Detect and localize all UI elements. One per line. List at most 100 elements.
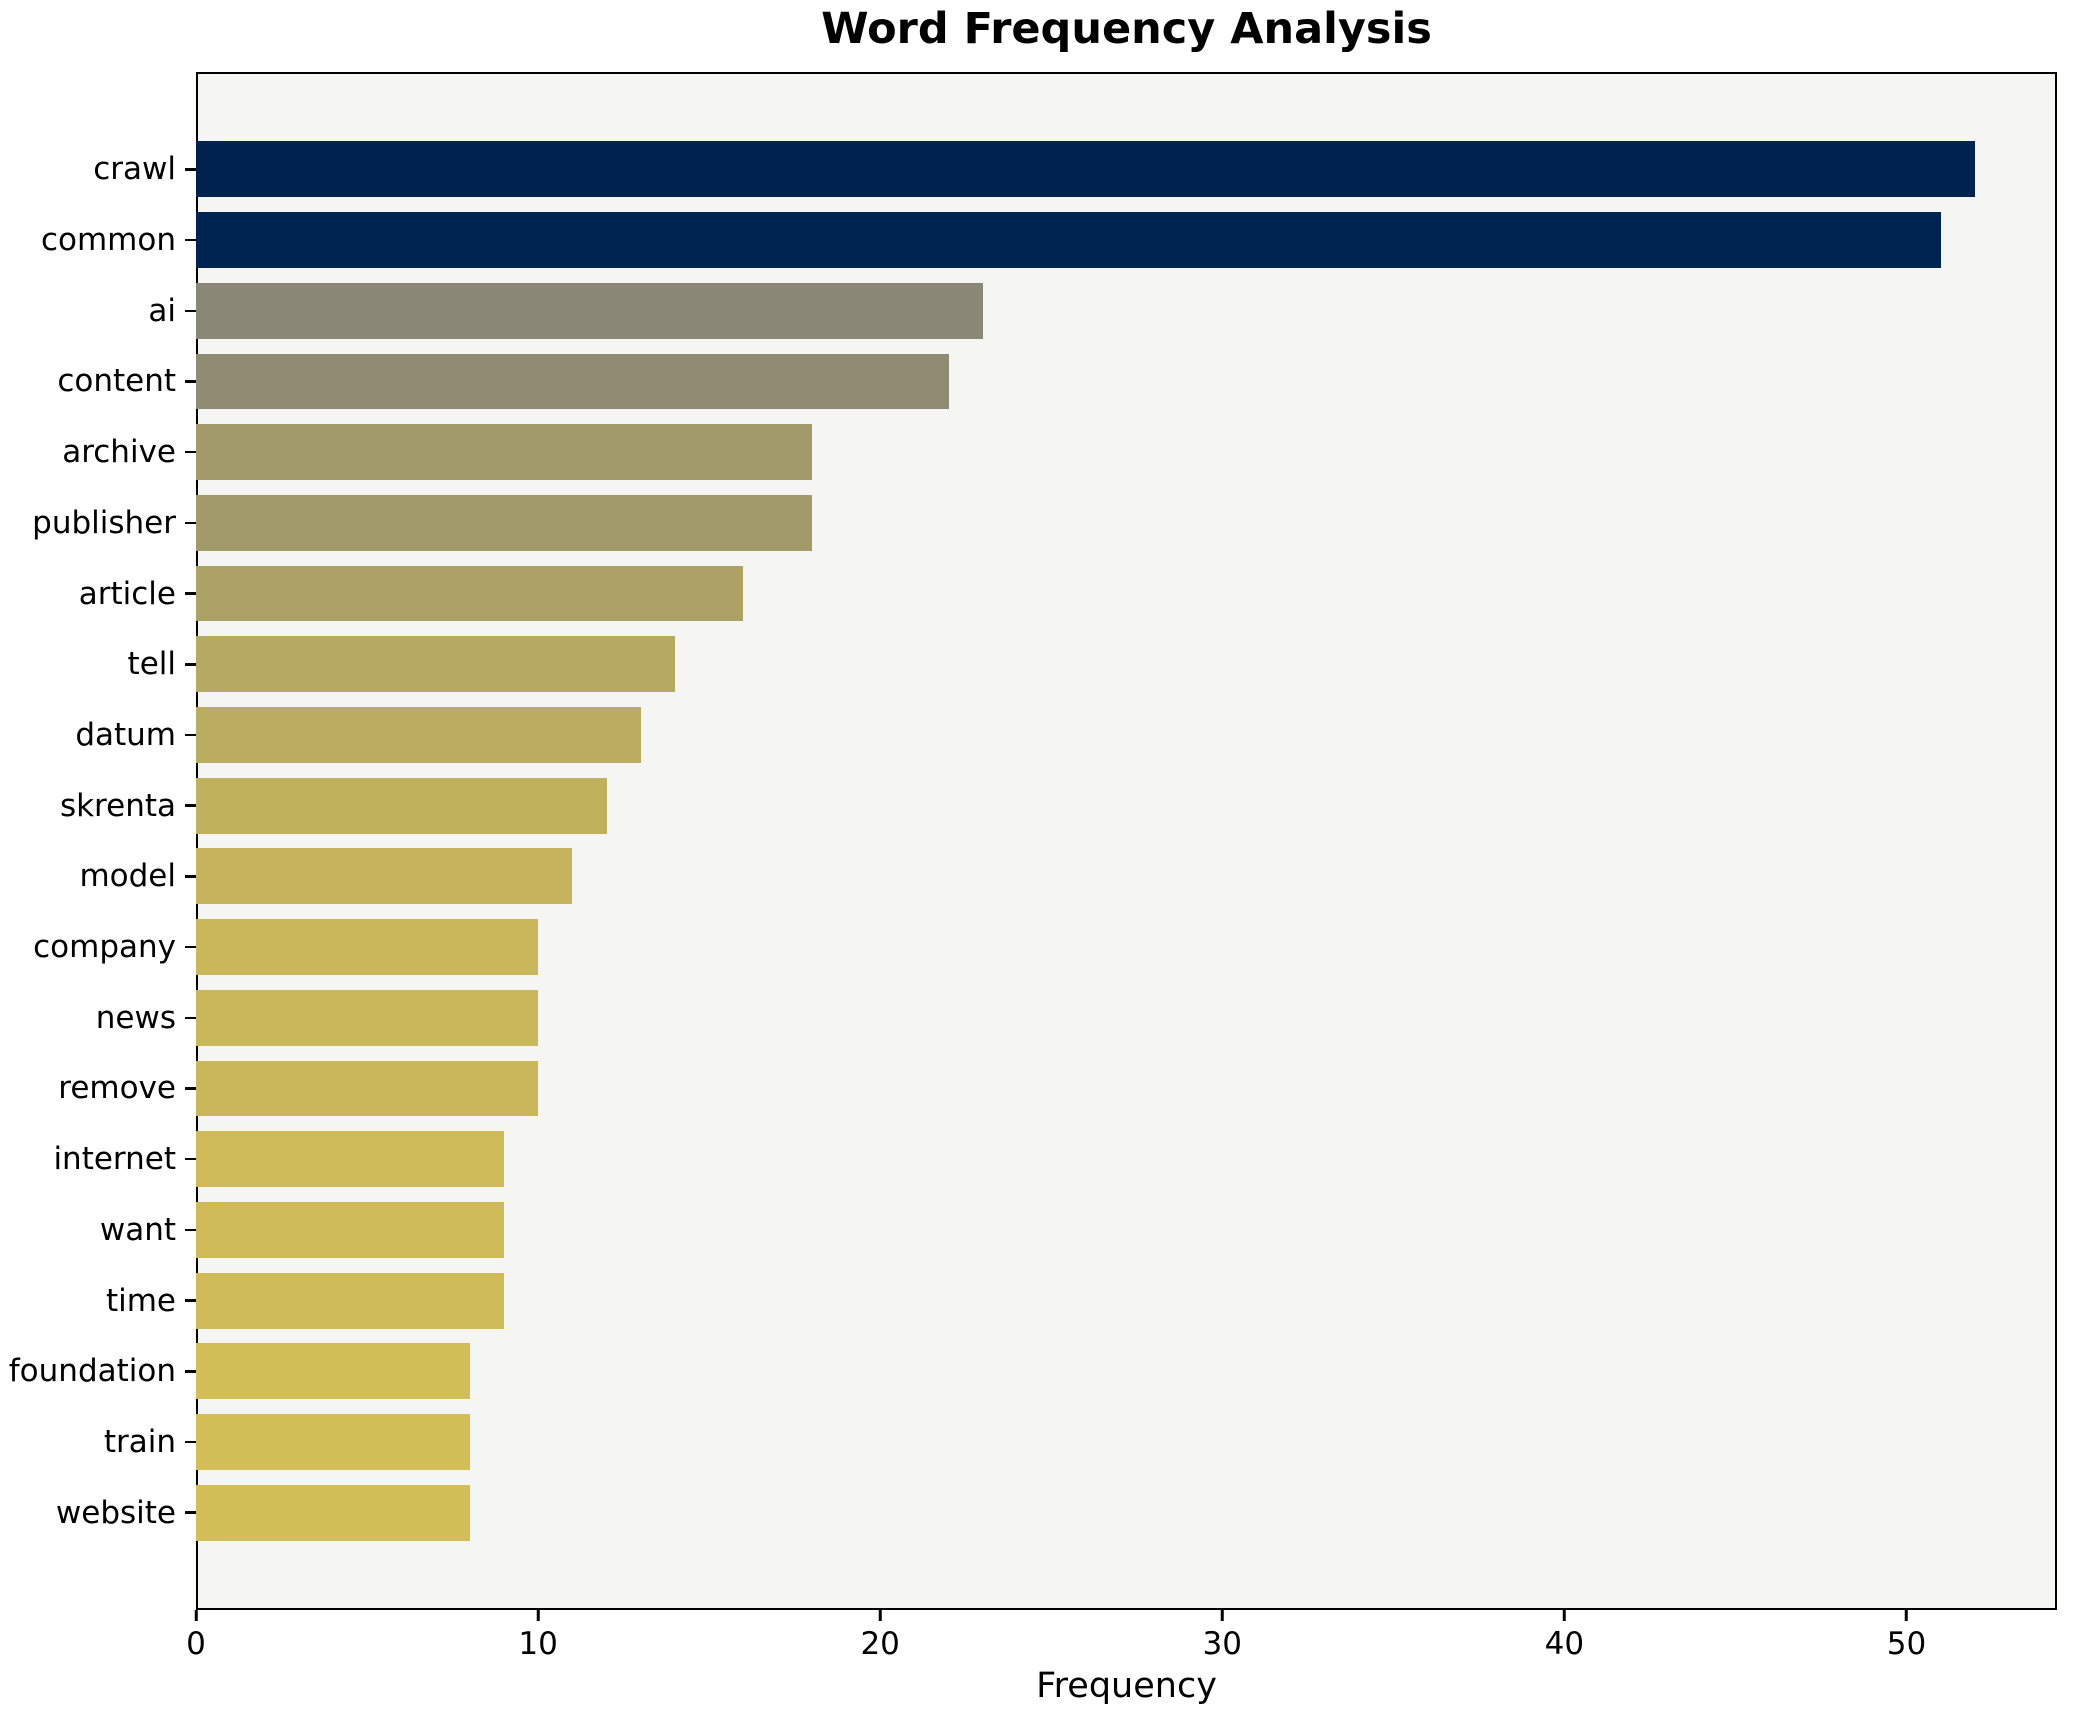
- y-tick-label: skrenta: [59, 787, 176, 824]
- bar-ai: [196, 282, 983, 339]
- y-tick-mark: [185, 1370, 196, 1373]
- x-tick-label: 30: [1202, 1626, 1243, 1662]
- x-tick-label: 20: [860, 1626, 900, 1662]
- y-label-row-tell: tell: [0, 629, 196, 700]
- y-tick-mark: [185, 238, 196, 242]
- y-label-row-article: article: [0, 558, 196, 629]
- y-label-row-train: train: [0, 1407, 196, 1478]
- y-label-row-website: website: [0, 1477, 196, 1548]
- bar-row-crawl: [196, 134, 2057, 205]
- bar-row-company: [196, 912, 2057, 983]
- y-tick-label: model: [79, 858, 176, 895]
- y-tick-label: datum: [75, 716, 176, 753]
- bar-row-ai: [196, 275, 2057, 346]
- y-tick-label: internet: [53, 1141, 176, 1178]
- y-label-row-datum: datum: [0, 700, 196, 771]
- bar-news: [196, 989, 539, 1046]
- y-tick-mark: [185, 1016, 196, 1020]
- y-tick-mark: [185, 1228, 196, 1232]
- x-tick-mark: [1221, 1610, 1224, 1621]
- y-label-row-skrenta: skrenta: [0, 770, 196, 841]
- bar-row-train: [196, 1407, 2057, 1478]
- y-label-row-internet: internet: [0, 1124, 196, 1195]
- x-tick-mark: [1905, 1610, 1908, 1621]
- bar-row-want: [196, 1195, 2057, 1266]
- bar-company: [196, 919, 539, 975]
- bar-row-model: [196, 841, 2057, 912]
- bar-row-news: [196, 982, 2057, 1053]
- x-axis-ticks: 0 10 20 30 40 50: [186, 1610, 2057, 1680]
- bar-row-content: [196, 346, 2057, 417]
- y-tick-label: crawl: [93, 151, 176, 188]
- x-tick-label: 0: [186, 1626, 206, 1662]
- y-label-row-publisher: publisher: [0, 488, 196, 559]
- bar-row-remove: [196, 1053, 2057, 1124]
- bar-row-foundation: [196, 1336, 2057, 1407]
- bar-row-time: [196, 1265, 2057, 1336]
- y-tick-label: want: [99, 1211, 176, 1248]
- y-tick-label: archive: [62, 434, 176, 471]
- y-tick-mark: [185, 168, 196, 171]
- x-tick-label: 10: [518, 1626, 558, 1662]
- y-tick-label: ai: [148, 292, 176, 329]
- y-tick-label: website: [55, 1494, 176, 1531]
- y-tick-label: publisher: [32, 504, 176, 541]
- bar-internet: [196, 1131, 504, 1188]
- y-tick-label: remove: [58, 1070, 176, 1107]
- x-tick-mark: [194, 1610, 198, 1621]
- bar-row-website: [196, 1477, 2057, 1548]
- chart-title: Word Frequency Analysis: [821, 4, 1432, 54]
- bars-region: [196, 134, 2057, 1548]
- bar-content: [196, 353, 949, 410]
- y-tick-label: content: [57, 363, 176, 400]
- y-label-row-model: model: [0, 841, 196, 912]
- bar-want: [196, 1201, 504, 1258]
- y-tick-mark: [185, 1511, 196, 1514]
- bar-model: [196, 848, 573, 905]
- y-tick-label: company: [33, 929, 176, 966]
- y-tick-label: tell: [127, 646, 176, 683]
- y-axis-labels: crawl common ai content archive publisher arti…: [0, 134, 196, 1548]
- bar-archive: [196, 424, 812, 481]
- bar-skrenta: [196, 777, 607, 834]
- bar-publisher: [196, 494, 812, 551]
- y-tick-mark: [185, 1440, 196, 1444]
- y-label-row-want: want: [0, 1195, 196, 1266]
- y-label-row-ai: ai: [0, 275, 196, 346]
- bar-remove: [196, 1060, 539, 1117]
- bar-row-tell: [196, 629, 2057, 700]
- y-tick-label: foundation: [8, 1353, 176, 1390]
- y-tick-mark: [185, 592, 196, 595]
- y-tick-mark: [185, 521, 196, 525]
- bar-foundation: [196, 1343, 470, 1400]
- bar-row-internet: [196, 1124, 2057, 1195]
- x-tick-label: 50: [1886, 1626, 1927, 1662]
- bar-datum: [196, 707, 641, 763]
- bar-row-article: [196, 558, 2057, 629]
- bar-crawl: [196, 141, 1975, 198]
- bar-common: [196, 212, 1941, 268]
- x-tick-mark: [1563, 1610, 1566, 1621]
- y-tick-mark: [185, 309, 196, 312]
- bar-row-common: [196, 205, 2057, 276]
- y-tick-label: news: [95, 999, 176, 1036]
- bar-row-publisher: [196, 488, 2057, 559]
- y-tick-mark: [185, 945, 196, 949]
- y-tick-mark: [185, 733, 196, 737]
- y-label-row-content: content: [0, 346, 196, 417]
- bar-row-datum: [196, 700, 2057, 771]
- bar-article: [196, 565, 744, 622]
- y-tick-label: common: [40, 222, 176, 259]
- x-axis-label: Frequency: [1036, 1666, 1217, 1706]
- y-label-row-archive: archive: [0, 417, 196, 488]
- y-label-row-foundation: foundation: [0, 1336, 196, 1407]
- y-label-row-common: common: [0, 205, 196, 276]
- bar-row-archive: [196, 417, 2057, 488]
- y-tick-mark: [185, 1157, 196, 1161]
- y-tick-mark: [185, 1299, 196, 1302]
- y-label-row-remove: remove: [0, 1053, 196, 1124]
- y-tick-mark: [185, 1087, 196, 1090]
- y-tick-label: article: [78, 575, 176, 612]
- bar-time: [196, 1272, 504, 1329]
